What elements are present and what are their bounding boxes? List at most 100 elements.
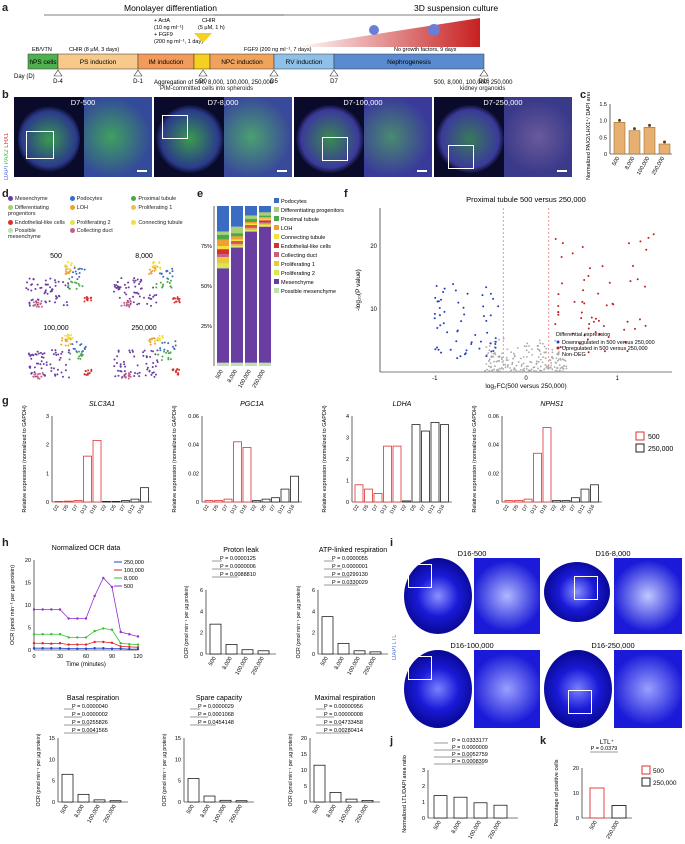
point-up [639, 240, 642, 243]
umap-point [68, 358, 71, 361]
y-tick-label: 1.0 [599, 119, 607, 125]
umap-point [127, 375, 130, 378]
umap-point [134, 285, 137, 288]
umap-point [35, 362, 38, 365]
data-point [633, 127, 636, 131]
bar [383, 445, 392, 503]
y-axis-label: Relative expression (normalized to GAPDH… [322, 405, 328, 512]
chart-c: 0 0.5 1.0 1.5 Normalized PAX2/LHX1⁺/ DAPI ar… [585, 92, 672, 180]
umap-point [90, 299, 93, 302]
umap-point [73, 265, 76, 268]
p-value: P = 0.0000055 [332, 556, 368, 562]
legend-label: 8,000 [124, 576, 138, 582]
y-tick-label: 20 [301, 736, 307, 742]
umap-point [37, 305, 40, 308]
umap-point [150, 270, 153, 273]
umap-point [84, 369, 87, 372]
legend-item: Proximal tubule [131, 196, 193, 204]
umap-point [155, 282, 158, 285]
bar [64, 500, 73, 503]
y-tick-label: 2 [346, 457, 349, 463]
point-down [485, 319, 488, 322]
p-value: P = 0.0041565 [72, 728, 108, 734]
bar [364, 488, 373, 503]
stack-segment [259, 215, 271, 218]
point-nondeg [539, 365, 542, 368]
point-down [442, 322, 445, 325]
umap-point [28, 302, 31, 305]
y-tick-label: 0 [422, 816, 425, 822]
y-tick-label: 0.04 [488, 443, 499, 449]
x-tick-label: 250,000 [355, 804, 370, 824]
stack-segment [231, 233, 243, 237]
point-nondeg [525, 368, 528, 370]
data-point [41, 633, 44, 636]
umap-point [117, 369, 120, 372]
data-point [58, 633, 62, 636]
umap-point [149, 355, 152, 358]
umap-point [160, 272, 163, 275]
chir-pulse-box [193, 53, 211, 70]
x-tick-label: 100,000 [468, 820, 483, 840]
y-tick-label: 0 [52, 800, 55, 806]
y-tick-label: 10 [370, 307, 377, 313]
legend-swatch [8, 204, 13, 210]
legend-label: Upregulated in 500 versus 250,000 [562, 346, 648, 352]
x-tick-label: D7 [269, 504, 278, 513]
chir-top-conc: (5 μM, 1 h) [198, 25, 225, 31]
umap-point [49, 277, 52, 280]
umap-point [26, 281, 29, 284]
point-nondeg [564, 359, 567, 362]
umap-plots: 500 8,000 100,000 250,000 [25, 253, 181, 380]
point-nondeg [525, 365, 528, 368]
y-tick-label: 0.06 [188, 414, 199, 420]
stage-box [333, 53, 485, 70]
umap-point [148, 369, 151, 372]
y-tick-label: 25% [201, 324, 212, 330]
p-value: P = 0.0330029 [332, 580, 368, 586]
umap-point [161, 355, 164, 358]
legend-label: Collecting duct [281, 253, 318, 259]
x-tick-label: 8,000 [74, 804, 86, 819]
bar [223, 498, 233, 503]
p-value: P = 0.0000125 [220, 556, 256, 562]
umap-point [174, 344, 177, 347]
point-nondeg [544, 363, 547, 366]
umap-point [68, 270, 71, 273]
x-tick-label: D16 [436, 504, 446, 515]
point-up [612, 303, 615, 306]
umap-point [64, 334, 67, 337]
x-tick-label: 8,000 [334, 656, 346, 671]
umap-point [33, 373, 36, 376]
umap-point [149, 341, 152, 344]
umap-point [146, 368, 149, 371]
stage-label: IM induction [148, 59, 183, 66]
bar [453, 796, 468, 819]
point-nondeg [488, 360, 490, 363]
point-nondeg [512, 357, 515, 360]
umap-point [138, 375, 141, 378]
umap-point [68, 334, 71, 337]
y-tick-label: 5 [304, 784, 307, 790]
umap-point [65, 363, 68, 366]
point-up [554, 323, 557, 326]
umap-point [139, 281, 142, 284]
x-tick-label: 8,000 [326, 804, 338, 819]
gene-title: LDHA [393, 401, 412, 408]
umap-point [50, 290, 53, 293]
umap-point [128, 304, 131, 307]
day-tick: D16 [478, 79, 490, 85]
point-nondeg [552, 357, 554, 360]
micrograph-d7-500: D7-500 [14, 97, 152, 177]
umap-point [53, 373, 56, 376]
point-nondeg [513, 367, 516, 369]
x-tick-label: 8,000 [624, 156, 636, 171]
point-down [443, 287, 446, 290]
data-point [136, 643, 140, 646]
point-nondeg [506, 348, 509, 351]
legend-label: Proliferating 2 [281, 271, 315, 277]
umap-point [27, 352, 30, 355]
bar [219, 799, 232, 803]
point-nondeg [493, 352, 496, 354]
stack-segment [231, 206, 243, 227]
